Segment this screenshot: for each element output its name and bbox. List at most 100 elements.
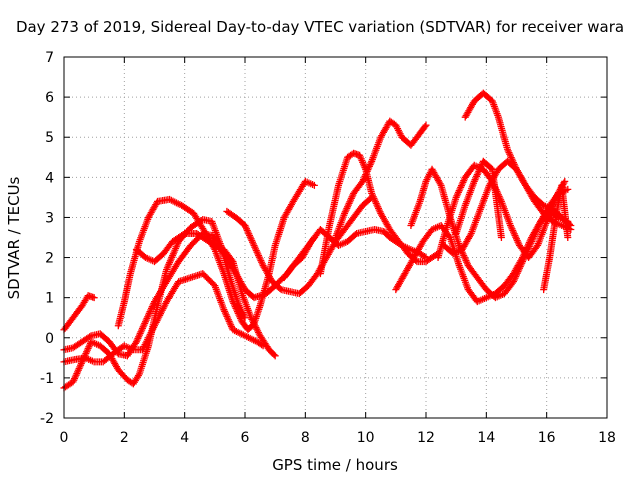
data-point: [138, 324, 146, 332]
series-arc-15: [452, 157, 505, 241]
series-arc-5: [114, 177, 318, 334]
data-point: [374, 203, 382, 211]
data-point: [373, 201, 381, 209]
data-point: [222, 311, 230, 319]
x-axis-label: GPS time / hours: [272, 456, 398, 474]
series-arc-12: [407, 165, 572, 302]
data-point: [230, 301, 238, 309]
series-arc-1: [60, 292, 98, 334]
data-point: [363, 167, 371, 175]
data-point: [368, 189, 376, 197]
data-point: [251, 322, 259, 330]
data-point: [132, 338, 140, 346]
data-point: [250, 320, 258, 328]
x-tick-label: 4: [180, 430, 189, 446]
data-point: [258, 258, 266, 266]
data-point: [253, 325, 261, 333]
data-point: [255, 253, 263, 261]
y-tick-label: 5: [45, 130, 54, 146]
data-point: [243, 226, 251, 234]
data-point: [460, 252, 468, 260]
data-point: [528, 238, 536, 246]
data-point: [367, 159, 375, 167]
x-tick-label: 6: [241, 430, 250, 446]
data-point: [224, 314, 232, 322]
y-tick-label: 6: [45, 90, 54, 106]
data-point: [459, 178, 467, 186]
data-point: [346, 198, 354, 206]
data-point: [249, 238, 257, 246]
data-point: [342, 206, 350, 214]
data-point: [518, 259, 526, 267]
data-point: [473, 171, 481, 179]
data-point: [458, 180, 466, 188]
data-point: [257, 257, 265, 265]
data-point: [360, 174, 368, 182]
data-point: [145, 309, 153, 317]
series-arc-4: [60, 215, 249, 392]
data-point: [341, 209, 349, 217]
series-arc-6: [132, 229, 279, 360]
data-point: [510, 276, 518, 284]
data-point: [73, 370, 81, 378]
y-axis-label: SDTVAR / TECUs: [5, 176, 23, 299]
data-point: [536, 219, 544, 227]
data-point: [508, 225, 516, 233]
data-point: [134, 372, 142, 380]
data-point: [514, 268, 522, 276]
data-point: [525, 244, 533, 252]
data-point: [226, 319, 234, 327]
data-point: [455, 187, 463, 195]
data-point: [70, 376, 78, 384]
data-point: [376, 208, 384, 216]
data-point: [359, 176, 367, 184]
data-point: [135, 333, 143, 341]
data-point: [487, 164, 495, 172]
data-point: [370, 194, 378, 202]
x-tick-label: 10: [357, 430, 375, 446]
data-point: [90, 294, 98, 302]
data-point: [507, 223, 515, 231]
data-point: [372, 199, 380, 207]
data-point: [221, 309, 229, 317]
data-point: [242, 223, 250, 231]
data-point: [224, 316, 232, 324]
data-point: [149, 301, 157, 309]
data-point: [515, 266, 523, 274]
data-point: [535, 221, 543, 229]
data-point: [436, 180, 444, 188]
data-point: [512, 164, 520, 172]
y-tick-label: 3: [45, 210, 54, 226]
data-point: [74, 366, 82, 374]
y-tick-label: 0: [45, 331, 54, 347]
series-arc-7: [223, 193, 376, 298]
data-point: [225, 317, 233, 325]
data-point: [466, 231, 474, 239]
data-point: [254, 327, 262, 335]
data-point: [233, 308, 241, 316]
data-point: [251, 243, 259, 251]
data-point: [347, 194, 355, 202]
data-point: [475, 167, 483, 175]
data-point: [143, 314, 151, 322]
data-point: [369, 193, 377, 201]
data-point: [147, 306, 155, 314]
data-point: [343, 204, 351, 212]
data-point: [77, 360, 85, 368]
data-point: [529, 234, 537, 242]
data-point: [228, 256, 236, 264]
data-point: [472, 174, 480, 182]
data-point: [83, 348, 91, 356]
data-point: [136, 329, 144, 337]
data-point: [453, 192, 461, 200]
data-point: [456, 185, 464, 193]
data-point: [561, 177, 569, 185]
data-point: [505, 149, 513, 157]
data-point: [236, 313, 244, 321]
data-point: [470, 177, 478, 185]
data-point: [513, 271, 520, 279]
data-point: [512, 273, 520, 281]
data-point: [243, 225, 251, 233]
data-point: [510, 160, 518, 168]
